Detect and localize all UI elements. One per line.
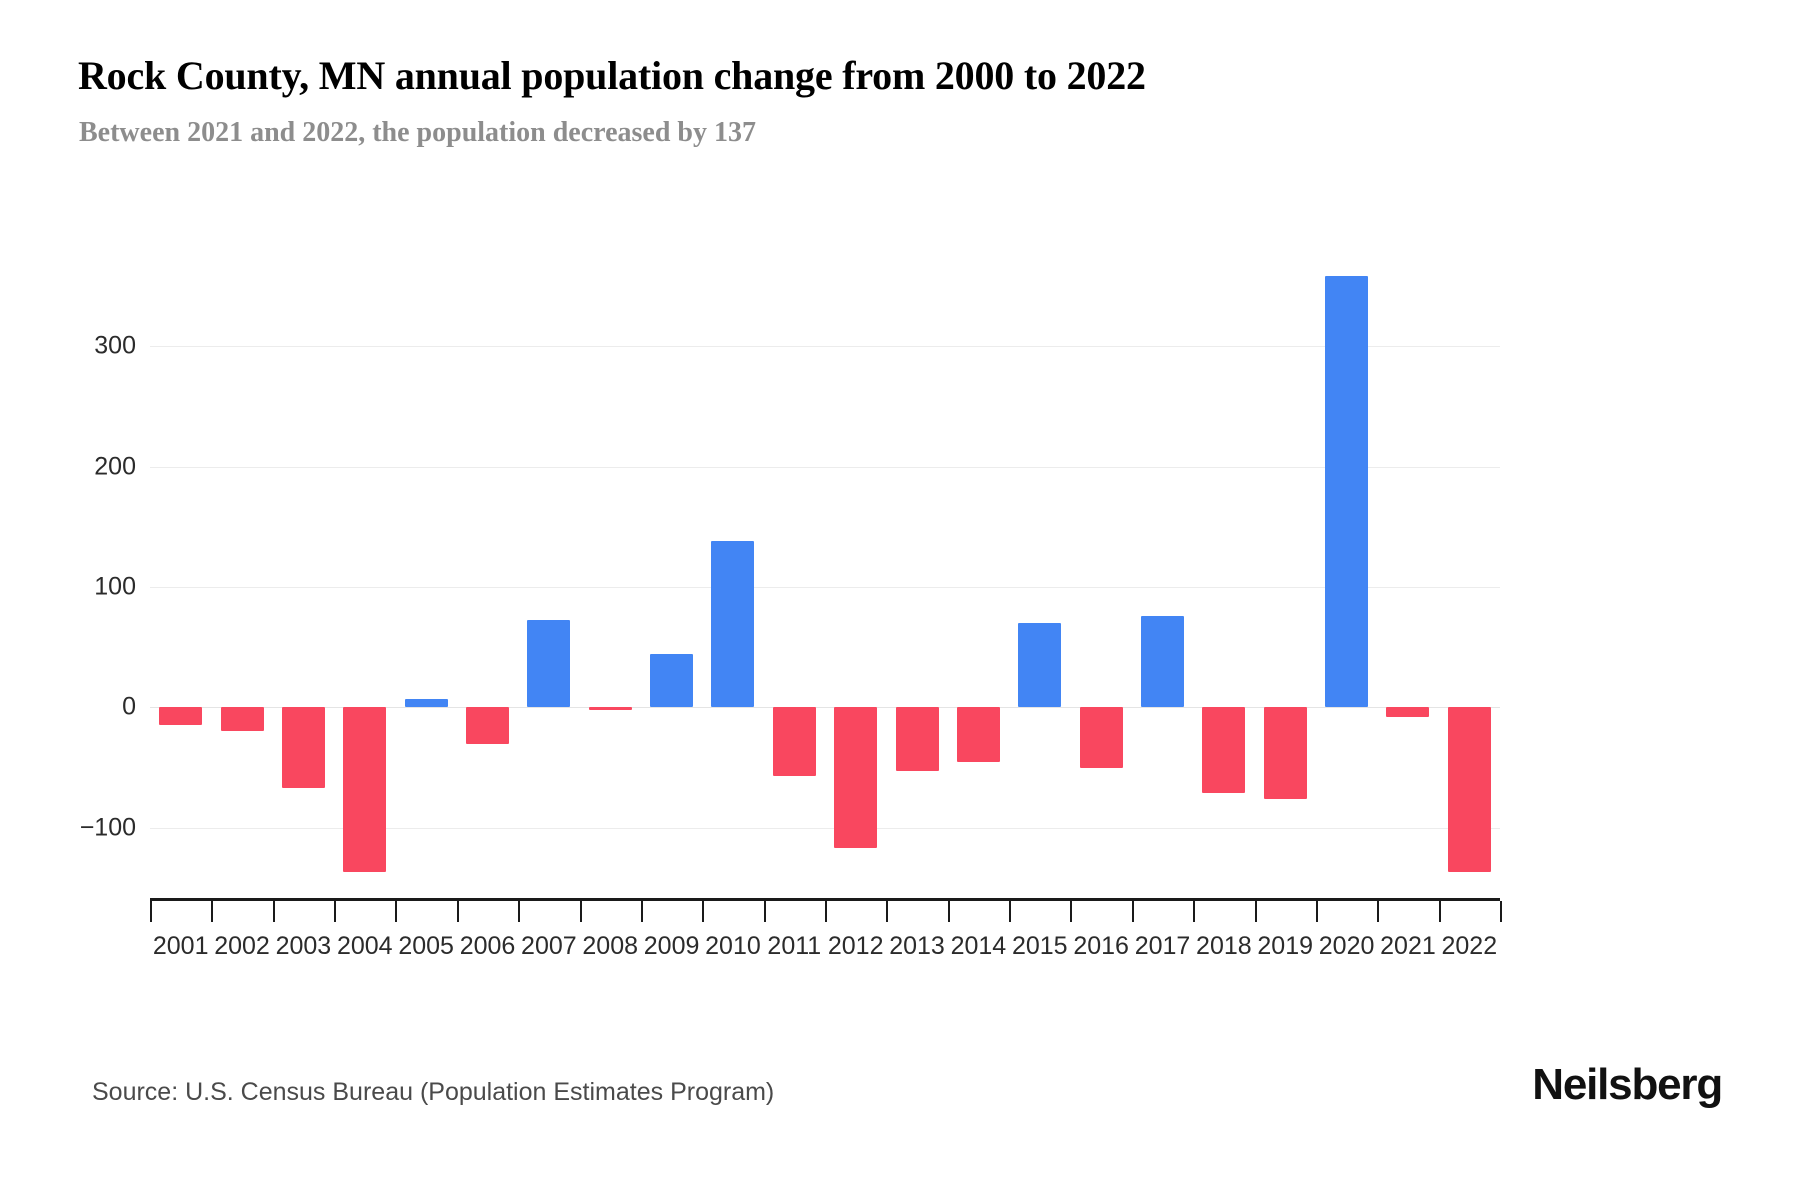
- x-axis-label-2008: 2008: [582, 932, 639, 960]
- x-axis-tick: [211, 901, 214, 922]
- bar-2003[interactable]: [281, 707, 325, 789]
- bar-2009[interactable]: [650, 654, 694, 708]
- bar-2004[interactable]: [343, 707, 387, 873]
- brand-logo: Neilsberg: [1532, 1060, 1723, 1109]
- x-axis-tick: [763, 901, 766, 922]
- x-axis-tick: [1438, 901, 1441, 922]
- bar-2021[interactable]: [1386, 707, 1430, 718]
- x-axis-label-2019: 2019: [1257, 932, 1314, 960]
- x-axis-label-2021: 2021: [1380, 932, 1436, 960]
- x-axis-tick: [1500, 901, 1502, 922]
- y-axis-tick-label: 200: [94, 452, 136, 481]
- bar-2019[interactable]: [1263, 707, 1307, 799]
- x-axis-tick: [947, 901, 950, 922]
- plot-area: −100 0 100 200 300: [80, 250, 1500, 900]
- bar-2011[interactable]: [772, 707, 816, 777]
- x-axis-label-2006: 2006: [459, 932, 516, 960]
- y-axis-tick-label: 300: [94, 331, 136, 360]
- bar-2010[interactable]: [711, 541, 755, 708]
- x-axis-tick: [1315, 901, 1318, 922]
- x-axis-label-2009: 2009: [643, 932, 700, 960]
- bar-2016[interactable]: [1079, 707, 1123, 768]
- x-axis-label-2013: 2013: [889, 932, 945, 960]
- x-axis-tick: [640, 901, 643, 922]
- bar-2006[interactable]: [466, 707, 509, 744]
- bar-2005[interactable]: [404, 698, 448, 708]
- x-axis-label-2005: 2005: [398, 932, 454, 960]
- x-axis-tick: [395, 901, 398, 922]
- gridline: [150, 346, 1500, 348]
- x-axis-label-2020: 2020: [1318, 932, 1375, 960]
- bar-2020[interactable]: [1325, 276, 1369, 708]
- bar-2017[interactable]: [1141, 615, 1184, 708]
- source-note: Source: U.S. Census Bureau (Population E…: [92, 1078, 775, 1106]
- x-axis-tick: [1070, 901, 1073, 922]
- bar-2022[interactable]: [1447, 707, 1491, 873]
- x-axis-label-2010: 2010: [705, 932, 761, 960]
- gridline: [150, 587, 1500, 589]
- bar-2012[interactable]: [834, 707, 878, 849]
- y-axis-tick-label: 100: [94, 572, 136, 601]
- bar-2002[interactable]: [220, 707, 264, 732]
- bar-2008[interactable]: [588, 707, 632, 711]
- x-axis-tick: [886, 901, 889, 922]
- bar-2014[interactable]: [956, 707, 1000, 762]
- x-axis-label-2018: 2018: [1196, 932, 1252, 960]
- bar-2001[interactable]: [159, 707, 203, 726]
- x-axis-tick: [1193, 901, 1196, 922]
- x-axis-line: [150, 898, 1500, 901]
- x-axis-tick: [702, 901, 705, 922]
- x-axis-label-2007: 2007: [521, 932, 577, 960]
- bar-2013[interactable]: [895, 707, 939, 772]
- y-axis-tick-label: 0: [122, 692, 136, 721]
- x-axis-tick: [825, 901, 827, 922]
- bar-2018[interactable]: [1202, 707, 1246, 793]
- page-title: Rock County, MN annual population change…: [78, 53, 1146, 98]
- x-axis-label-2002: 2002: [214, 932, 270, 960]
- x-axis-tick: [456, 901, 459, 922]
- x-axis-tick: [1254, 901, 1257, 922]
- x-axis-tick: [150, 901, 152, 922]
- x-axis-label-2001: 2001: [152, 932, 209, 960]
- x-axis-tick: [1131, 901, 1134, 922]
- x-axis-tick: [334, 901, 337, 922]
- x-axis-label-2016: 2016: [1073, 932, 1129, 960]
- bar-2007[interactable]: [527, 619, 571, 708]
- gridline: [150, 466, 1500, 468]
- x-axis-label-2012: 2012: [827, 932, 884, 960]
- zero-baseline: [150, 707, 1500, 709]
- x-axis-label-2014: 2014: [950, 932, 1007, 960]
- x-axis-label-2003: 2003: [275, 932, 332, 960]
- x-axis-label-2017: 2017: [1134, 932, 1191, 960]
- bar-2015[interactable]: [1018, 623, 1062, 708]
- y-axis-tick-label: −100: [79, 813, 136, 842]
- x-axis-label-2004: 2004: [336, 932, 393, 960]
- x-axis-label-2022: 2022: [1441, 932, 1498, 960]
- x-axis-tick: [579, 901, 582, 922]
- x-axis-tick: [272, 901, 275, 922]
- x-axis-tick: [1009, 901, 1012, 922]
- x-axis-label-2015: 2015: [1011, 932, 1068, 960]
- x-axis-tick: [1377, 901, 1380, 922]
- x-axis-label-2011: 2011: [767, 932, 822, 960]
- x-axis-tick: [518, 901, 521, 922]
- gridline: [150, 827, 1500, 829]
- chart-subtitle: Between 2021 and 2022, the population de…: [79, 117, 756, 148]
